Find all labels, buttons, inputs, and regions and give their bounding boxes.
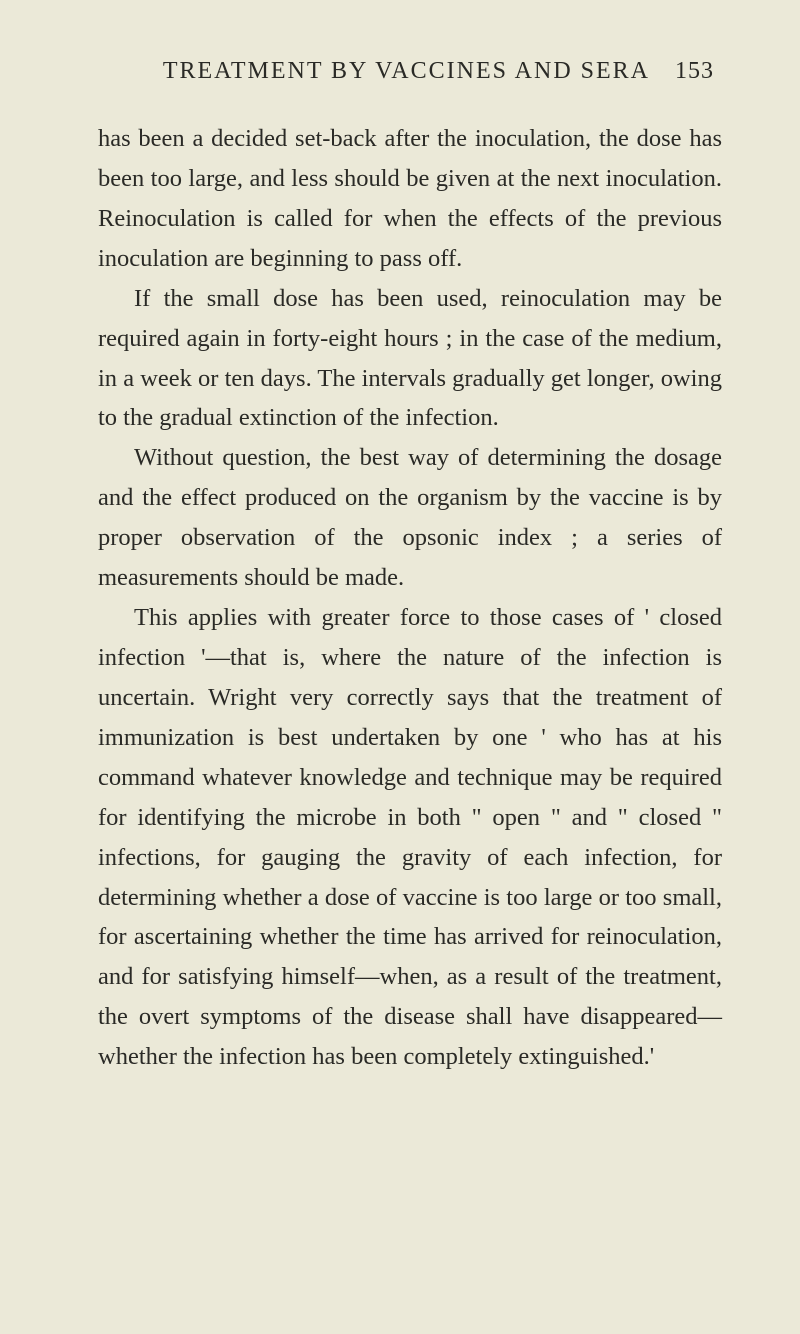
paragraph-3: Without question, the best way of determ… xyxy=(98,438,722,598)
paragraph-1: has been a decided set-back after the in… xyxy=(98,119,722,279)
header-title: TREATMENT BY VACCINES AND SERA xyxy=(163,58,650,84)
body-text: has been a decided set-back after the in… xyxy=(98,119,722,1077)
paragraph-2: If the small dose has been used, reinocu… xyxy=(98,279,722,439)
page-number: 153 xyxy=(675,58,714,84)
page-header: TREATMENT BY VACCINES AND SERA 153 xyxy=(98,58,722,85)
paragraph-4: This applies with greater force to those… xyxy=(98,598,722,1077)
